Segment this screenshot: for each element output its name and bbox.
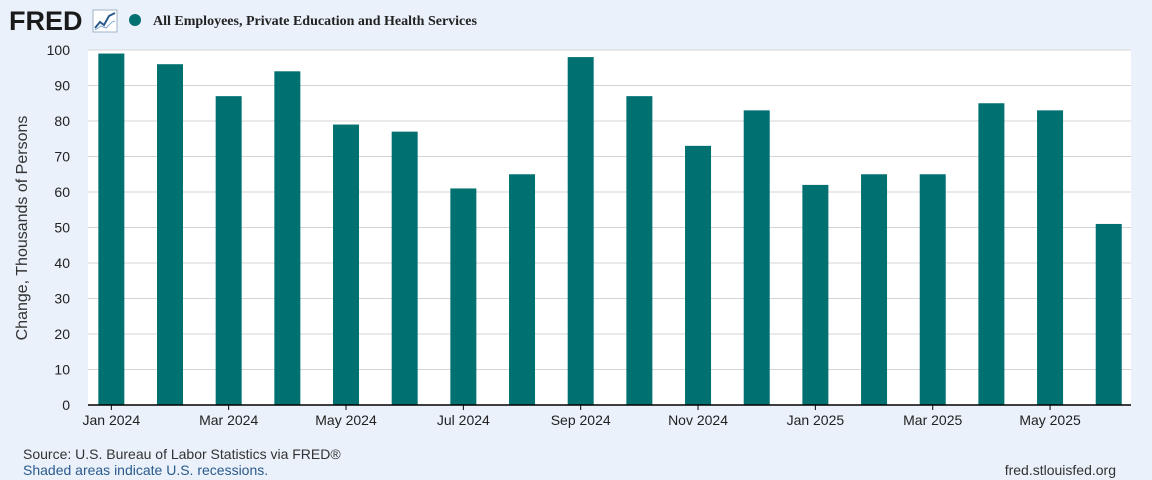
bar-jan-2024[interactable] (98, 53, 125, 406)
bar-mar-2025[interactable] (919, 174, 946, 405)
x-axis-ticks: Jan 2024 Mar 2024 May 2024 Jul 2024 Sep 2024… (83, 405, 1081, 428)
bar-oct-2024[interactable] (626, 96, 653, 406)
y-tick-label: 20 (54, 326, 70, 342)
bars (98, 53, 1122, 406)
fred-logo[interactable]: FRED (9, 6, 118, 36)
y-tick-label: 50 (54, 220, 70, 236)
bar-apr-2024[interactable] (274, 71, 301, 406)
x-tick-label: Jul 2024 (437, 412, 490, 428)
y-tick-label: 0 (62, 397, 70, 413)
bar-feb-2024[interactable] (157, 64, 184, 405)
site-link[interactable]: fred.stlouisfed.org (1004, 462, 1116, 478)
y-tick-label: 60 (54, 184, 70, 200)
y-tick-label: 30 (54, 291, 70, 307)
x-tick-label: Jan 2024 (83, 412, 141, 428)
legend-marker (129, 14, 141, 26)
gridlines (88, 49, 1131, 370)
bar-jun-2024[interactable] (391, 131, 418, 405)
x-tick-label: Mar 2025 (903, 412, 962, 428)
fred-logo-text: FRED (9, 6, 83, 36)
bar-may-2025[interactable] (1037, 110, 1064, 405)
bar-jun-2025[interactable] (1095, 223, 1122, 405)
y-axis-title: Change, Thousands of Persons (14, 116, 31, 341)
bar-aug-2024[interactable] (509, 174, 536, 405)
y-tick-label: 10 (54, 362, 70, 378)
y-tick-label: 90 (54, 78, 70, 94)
x-tick-label: Jan 2025 (787, 412, 845, 428)
y-axis-ticks: 0 10 20 30 40 50 60 70 80 90 100 (47, 42, 71, 413)
bar-sep-2024[interactable] (567, 57, 594, 405)
bar-may-2024[interactable] (333, 124, 360, 406)
bar-jan-2025[interactable] (802, 184, 829, 405)
source-text: Source: U.S. Bureau of Labor Statistics … (23, 446, 341, 462)
chart-title: All Employees, Private Education and Hea… (153, 14, 477, 29)
x-tick-label: Mar 2024 (199, 412, 258, 428)
bar-mar-2024[interactable] (215, 96, 242, 406)
bar-dec-2024[interactable] (743, 110, 770, 405)
legend: All Employees, Private Education and Hea… (129, 14, 477, 29)
x-tick-label: May 2024 (315, 412, 377, 428)
x-tick-label: Sep 2024 (551, 412, 611, 428)
y-tick-label: 100 (47, 42, 71, 58)
bar-jul-2024[interactable] (450, 188, 477, 405)
recession-note: Shaded areas indicate U.S. recessions. (23, 462, 269, 478)
y-tick-label: 80 (54, 113, 70, 129)
bar-feb-2025[interactable] (861, 174, 888, 405)
bar-apr-2025[interactable] (978, 103, 1005, 405)
y-tick-label: 40 (54, 255, 70, 271)
x-tick-label: May 2025 (1019, 412, 1081, 428)
trend-line-icon (92, 9, 118, 33)
y-tick-label: 70 (54, 149, 70, 165)
bar-nov-2024[interactable] (685, 145, 712, 405)
x-tick-label: Nov 2024 (668, 412, 728, 428)
